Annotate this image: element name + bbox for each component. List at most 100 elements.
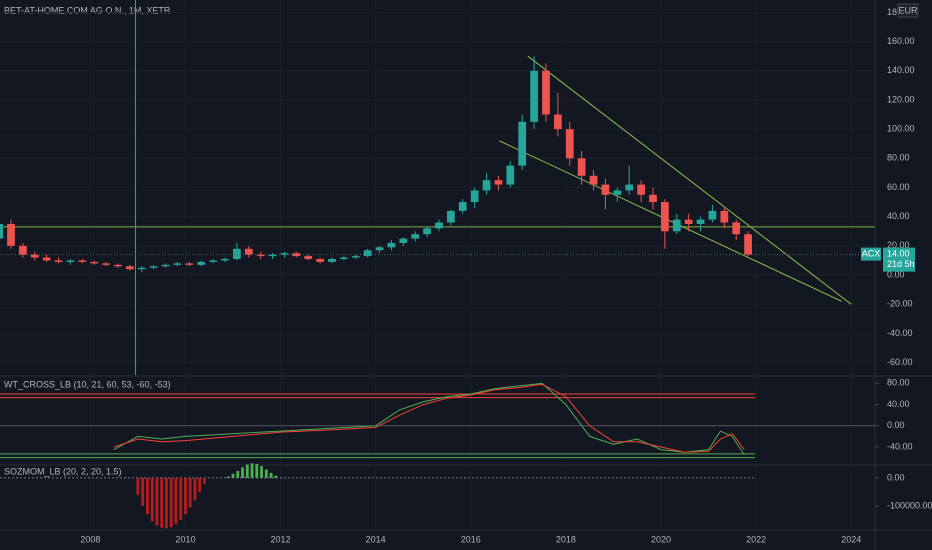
candle-body (625, 184, 634, 191)
y-tick-label: 60.00 (887, 182, 910, 192)
candle-body (149, 266, 158, 268)
candle-body (458, 202, 467, 211)
candle-body (589, 175, 598, 185)
candle-body (30, 254, 39, 258)
x-tick-label: 2018 (556, 534, 576, 544)
candle-body (530, 70, 538, 122)
momentum-bar (226, 476, 230, 478)
candle-body (684, 219, 693, 224)
candle-body (304, 256, 313, 259)
momentum-bar (174, 477, 178, 525)
trendline (499, 140, 842, 302)
indicator-line (113, 383, 745, 453)
momentum-bar (145, 477, 149, 515)
indicator-title: WT_CROSS_LB (10, 21, 60, 53, -60, -53) (4, 379, 171, 389)
momentum-bar (136, 477, 140, 495)
candle-body (0, 223, 3, 239)
momentum-bar (155, 477, 159, 526)
candle-body (506, 165, 515, 185)
candle-body (423, 228, 431, 235)
momentum-bar (231, 473, 235, 478)
candle-body (470, 190, 479, 203)
candle-body (161, 264, 170, 267)
x-tick-label: 2022 (746, 534, 766, 544)
momentum-bar (160, 477, 164, 528)
price-label-box (883, 247, 915, 272)
momentum-bar (188, 477, 192, 508)
candle-body (601, 184, 610, 195)
y-tick-label: 100.00 (887, 124, 915, 134)
momentum-bar (169, 477, 173, 528)
x-tick-label: 2012 (271, 534, 291, 544)
candle-body (185, 263, 194, 265)
momentum-bar (269, 472, 273, 478)
candle-body (387, 242, 396, 248)
y-tick-label: 20.00 (887, 240, 910, 250)
candle-body (661, 202, 669, 232)
chart-title: BET-AT-HOME.COM AG O.N., 1M, XETR (4, 5, 171, 15)
candle-body (126, 266, 134, 270)
y-tick-label: -60.00 (887, 357, 913, 367)
candle-body (375, 247, 384, 251)
candle-body (221, 258, 229, 261)
y-tick-label: 160.00 (887, 36, 915, 46)
momentum-bar (198, 477, 202, 492)
candle-body (173, 263, 182, 265)
candle-body (482, 180, 491, 191)
x-tick-label: 2008 (80, 534, 100, 544)
x-tick-label: 2020 (651, 534, 671, 544)
candle-body (78, 260, 87, 262)
momentum-bar (250, 463, 254, 478)
candle-body (494, 180, 503, 185)
candle-body (328, 258, 336, 262)
momentum-bar (264, 469, 268, 478)
candle-body (233, 248, 241, 259)
candle-body (256, 254, 265, 257)
candle-body (19, 245, 27, 255)
candle-body (137, 267, 146, 270)
last-price: 14.00 (887, 248, 910, 258)
trendline (527, 55, 852, 305)
momentum-bar (255, 463, 259, 478)
candle-body (102, 263, 110, 265)
candle-body (577, 158, 586, 176)
x-tick-label: 2016 (461, 534, 481, 544)
y-tick-label: 40.00 (887, 399, 910, 409)
currency: EUR (898, 5, 918, 15)
countdown: 21d 5h (887, 259, 915, 269)
y-tick-label: 80.00 (887, 378, 910, 388)
candle-body (268, 254, 277, 257)
symbol-box (861, 247, 881, 261)
candle-body (411, 234, 420, 239)
momentum-bar (241, 467, 244, 478)
y-tick-label: -100000.00 (887, 500, 932, 510)
momentum-bar (274, 475, 278, 478)
candle-body (197, 261, 206, 265)
candle-body (340, 257, 348, 259)
candle-body (7, 223, 15, 246)
y-tick-label: 140.00 (887, 65, 915, 75)
momentum-bar (141, 477, 145, 506)
candle-body (292, 253, 301, 257)
currency-box (897, 3, 919, 18)
candle-body (744, 234, 752, 255)
y-tick-label: 120.00 (887, 94, 915, 104)
momentum-bar (179, 477, 183, 520)
y-tick-label: 0.00 (887, 420, 905, 430)
x-tick-label: 2024 (841, 534, 861, 544)
momentum-bar (260, 466, 263, 478)
candle-body (54, 260, 63, 262)
momentum-bar (150, 477, 154, 522)
momentum-bar (245, 464, 249, 478)
candle-body (720, 210, 729, 223)
x-tick-label: 2014 (366, 534, 386, 544)
symbol: ACX (862, 248, 881, 258)
y-tick-label: 0.00 (887, 472, 905, 482)
candle-body (351, 256, 360, 258)
candle-body (696, 219, 705, 224)
candle-body (399, 238, 408, 243)
candle-body (447, 210, 455, 223)
indicator-title: SOZMOM_LB (20, 2, 20, 1.5) (4, 466, 122, 476)
